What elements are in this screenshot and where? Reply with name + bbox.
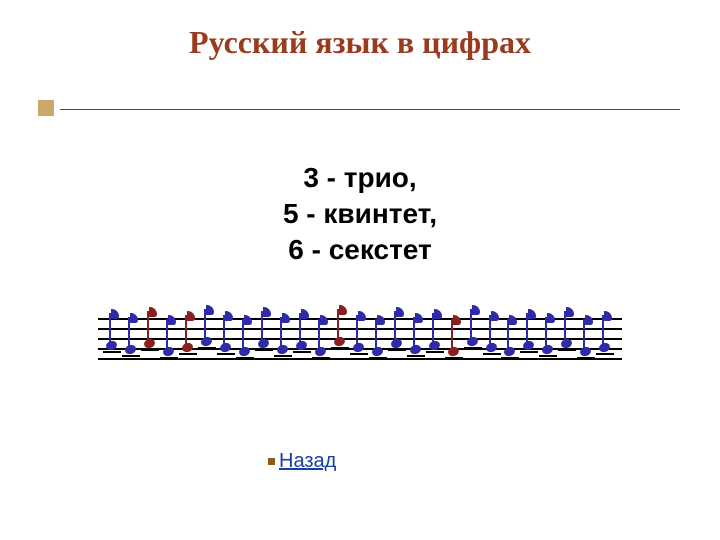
music-note-icon bbox=[410, 317, 424, 361]
music-note-icon bbox=[448, 319, 462, 363]
bullet-square-icon bbox=[268, 458, 275, 465]
music-note-icon bbox=[144, 311, 158, 355]
body-line-1: 3 - трио, bbox=[0, 160, 720, 196]
slide: Русский язык в цифрах 3 - трио, 5 - квин… bbox=[0, 0, 720, 540]
body-line-3: 6 - секстет bbox=[0, 232, 720, 268]
music-note-icon bbox=[125, 317, 139, 361]
back-link-row: Назад bbox=[268, 450, 336, 473]
music-note-icon bbox=[334, 309, 348, 353]
music-note-icon bbox=[353, 315, 367, 359]
title-bullet-square bbox=[38, 100, 54, 116]
back-link[interactable]: Назад bbox=[279, 450, 336, 473]
music-note-icon bbox=[391, 311, 405, 355]
music-note-icon bbox=[258, 311, 272, 355]
body-line-2: 5 - квинтет, bbox=[0, 196, 720, 232]
music-note-icon bbox=[182, 315, 196, 359]
music-note-icon bbox=[201, 309, 215, 353]
music-note-icon bbox=[106, 313, 120, 357]
music-note-icon bbox=[486, 315, 500, 359]
music-note-icon bbox=[296, 313, 310, 357]
music-note-icon bbox=[315, 319, 329, 363]
music-note-icon bbox=[504, 319, 518, 363]
music-note-icon bbox=[561, 311, 575, 355]
music-note-icon bbox=[580, 319, 594, 363]
music-note-icon bbox=[220, 315, 234, 359]
music-note-icon bbox=[163, 319, 177, 363]
music-note-icon bbox=[239, 319, 253, 363]
music-note-icon bbox=[542, 317, 556, 361]
music-notes-row bbox=[98, 300, 622, 370]
music-note-icon bbox=[467, 309, 481, 353]
music-note-icon bbox=[277, 317, 291, 361]
page-title: Русский язык в цифрах bbox=[0, 24, 720, 61]
music-note-icon bbox=[429, 313, 443, 357]
music-note-icon bbox=[523, 313, 537, 357]
music-note-icon bbox=[372, 319, 386, 363]
music-note-icon bbox=[599, 315, 613, 359]
title-underline bbox=[60, 109, 680, 110]
music-staff bbox=[98, 300, 622, 380]
